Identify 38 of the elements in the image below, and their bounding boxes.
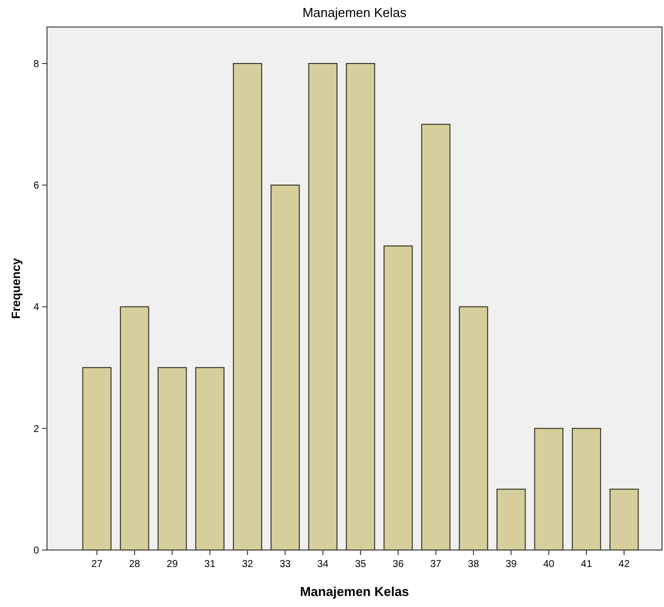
- y-tick-label: 6: [33, 180, 40, 192]
- x-tick-label: 38: [468, 559, 480, 570]
- y-tick-label: 4: [33, 302, 40, 314]
- bar: [384, 245, 413, 550]
- x-tick-label: 39: [506, 559, 518, 570]
- bar: [421, 124, 450, 550]
- x-tick-label: 27: [91, 559, 103, 570]
- bar: [308, 62, 338, 550]
- x-tick-label: 42: [618, 559, 630, 570]
- x-tick-label: 37: [430, 559, 442, 570]
- x-tick-label: 33: [280, 559, 292, 570]
- x-tick-label: 32: [242, 559, 254, 570]
- bar: [609, 488, 639, 550]
- bar: [195, 367, 224, 550]
- x-tick-label: 34: [317, 559, 329, 570]
- x-tick-label: 29: [166, 559, 178, 570]
- x-tick-label: 28: [128, 559, 141, 570]
- x-axis-title: Manajemen Kelas: [300, 584, 410, 599]
- bar: [120, 306, 150, 550]
- x-tick-label: 36: [392, 559, 404, 570]
- bar: [232, 62, 262, 550]
- bar: [158, 367, 187, 550]
- bar: [82, 367, 112, 550]
- bar: [346, 62, 376, 550]
- x-tick-label: 35: [354, 559, 366, 570]
- chart-title: Manajemen Kelas: [302, 5, 408, 20]
- x-tick-label: 41: [580, 559, 592, 570]
- y-tick-label: 0: [33, 546, 40, 556]
- bar: [572, 428, 602, 550]
- y-axis-title: Frequency: [9, 258, 23, 319]
- y-tick-label: 8: [33, 58, 40, 70]
- x-tick-label: 40: [543, 559, 555, 570]
- x-tick-label: 31: [204, 559, 216, 570]
- bar: [534, 428, 564, 550]
- bar: [270, 184, 300, 550]
- bar: [496, 488, 526, 550]
- bar: [458, 306, 488, 550]
- y-tick-label: 2: [33, 424, 40, 435]
